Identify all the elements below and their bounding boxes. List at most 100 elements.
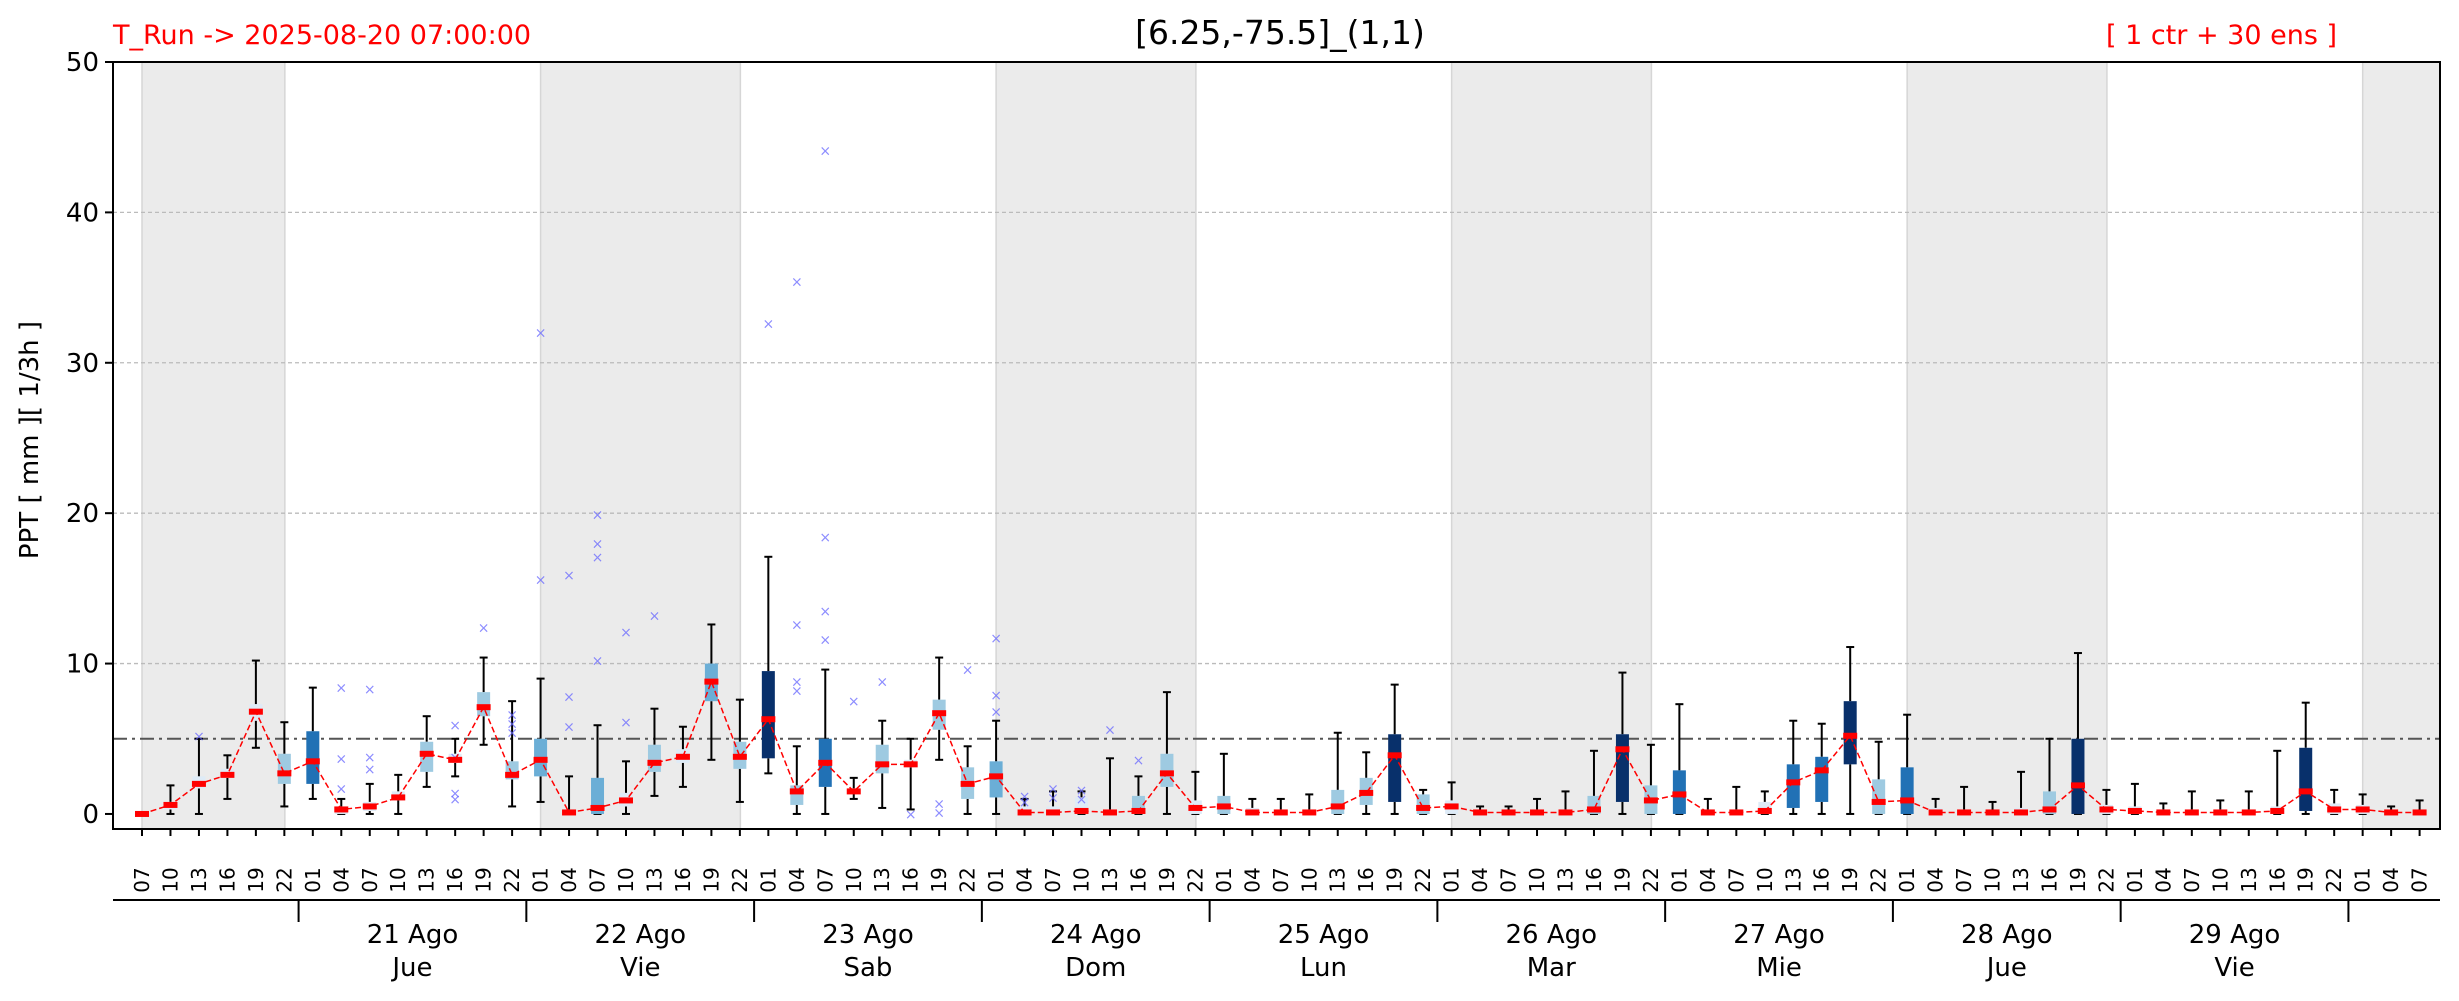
- hour-tick-label: 01: [1895, 867, 1919, 892]
- median-marker: [1586, 806, 1601, 813]
- hour-tick-label: 22: [1639, 867, 1663, 892]
- median-marker: [2384, 809, 2399, 816]
- outlier-marker: ×: [364, 750, 376, 766]
- hour-tick-label: 19: [927, 867, 951, 892]
- night-shade-band: [540, 62, 741, 829]
- median-marker: [2070, 782, 2085, 789]
- day-date-label: 23 Ago: [822, 920, 914, 950]
- ensemble-members-label: [ 1 ctr + 30 ens ]: [2105, 20, 2337, 51]
- day-date-label: 29 Ago: [2189, 920, 2281, 950]
- hour-tick-label: 04: [1924, 867, 1948, 892]
- median-marker: [1615, 746, 1630, 753]
- outlier-marker: ×: [848, 694, 860, 710]
- median-marker: [1017, 809, 1032, 816]
- hour-tick-label: 10: [842, 867, 866, 892]
- y-tick-label: 50: [66, 48, 99, 78]
- day-weekday-label: Mar: [1527, 953, 1576, 983]
- median-marker: [1643, 797, 1658, 804]
- hour-tick-label: 13: [1098, 867, 1122, 892]
- run-timestamp-label: T_Run -> 2025-08-20 07:00:00: [113, 20, 532, 51]
- hour-tick-label: 07: [1724, 867, 1748, 892]
- hour-tick-label: 16: [671, 867, 695, 892]
- median-marker: [846, 788, 861, 795]
- hour-tick-label: 01: [529, 867, 553, 892]
- median-marker: [533, 756, 548, 763]
- hour-tick-label: 22: [1411, 867, 1435, 892]
- day-weekday-label: Mie: [1756, 953, 1802, 983]
- median-marker: [789, 788, 804, 795]
- day-weekday-label: Sab: [844, 953, 893, 983]
- median-marker: [1330, 803, 1345, 810]
- hour-tick-label: 04: [1696, 867, 1720, 892]
- median-marker: [960, 780, 975, 787]
- median-marker: [1501, 809, 1516, 816]
- outlier-marker: ×: [791, 684, 803, 700]
- outlier-marker: ×: [649, 608, 661, 624]
- median-marker: [448, 756, 463, 763]
- hour-tick-label: 07: [2180, 867, 2204, 892]
- median-marker: [932, 710, 947, 717]
- y-tick-label: 0: [82, 800, 99, 830]
- median-marker: [1558, 809, 1573, 816]
- median-marker: [732, 753, 747, 760]
- hour-tick-label: 10: [614, 867, 638, 892]
- hour-tick-label: 07: [130, 867, 154, 892]
- day-date-label: 26 Ago: [1505, 920, 1597, 950]
- night-shade-band: [1451, 62, 1652, 829]
- hour-tick-label: 01: [2123, 867, 2147, 892]
- outlier-marker: ×: [791, 617, 803, 633]
- median-marker: [1928, 809, 1943, 816]
- median-marker: [761, 716, 776, 723]
- outlier-marker: ×: [1047, 790, 1059, 806]
- hour-tick-label: 04: [1468, 867, 1492, 892]
- box-iqr: [1843, 701, 1857, 765]
- chart-title: [6.25,-75.5]_(1,1): [1135, 13, 1425, 52]
- hour-tick-label: 10: [1525, 867, 1549, 892]
- outlier-marker: ×: [449, 718, 461, 734]
- outlier-marker: ×: [819, 144, 831, 160]
- median-marker: [2042, 806, 2057, 813]
- median-marker: [1245, 809, 1260, 816]
- hour-tick-label: 13: [1554, 867, 1578, 892]
- median-marker: [505, 771, 520, 778]
- median-marker: [362, 803, 377, 810]
- median-marker: [1700, 809, 1715, 816]
- outlier-marker: ×: [1019, 795, 1031, 811]
- median-trend-line: [141, 679, 2420, 815]
- outlier-marker: ×: [335, 781, 347, 797]
- median-marker: [1843, 732, 1858, 739]
- box-iqr: [591, 777, 605, 814]
- hour-tick-label: 07: [1497, 867, 1521, 892]
- outlier-marker: ×: [819, 633, 831, 649]
- hour-tick-label: 13: [642, 867, 666, 892]
- hour-tick-label: 22: [1183, 867, 1207, 892]
- hour-tick-label: 16: [215, 867, 239, 892]
- plot-frame: [112, 61, 2441, 830]
- median-marker: [1444, 803, 1459, 810]
- outlier-marker: ×: [506, 717, 518, 733]
- box-iqr: [1815, 756, 1829, 802]
- box-iqr: [1388, 734, 1402, 802]
- outlier-marker: ×: [335, 681, 347, 697]
- hour-tick-label: 10: [1981, 867, 2005, 892]
- outlier-marker: ×: [620, 625, 632, 641]
- hour-tick-label: 01: [756, 867, 780, 892]
- hour-tick-label: 04: [329, 867, 353, 892]
- y-tick-label: 20: [66, 499, 99, 529]
- box-iqr: [1615, 734, 1629, 802]
- median-marker: [191, 780, 206, 787]
- median-marker: [2014, 809, 2029, 816]
- hour-tick-label: 13: [1326, 867, 1350, 892]
- night-shade-band: [2362, 62, 2440, 829]
- box-iqr: [989, 761, 1003, 798]
- hour-tick-label: 01: [1667, 867, 1691, 892]
- outlier-marker: ×: [535, 572, 547, 588]
- night-shade-band: [141, 62, 285, 829]
- hour-tick-label: 04: [1013, 867, 1037, 892]
- outlier-marker: ×: [905, 807, 917, 823]
- median-marker: [818, 759, 833, 766]
- median-marker: [1416, 804, 1431, 811]
- hour-tick-label: 04: [785, 867, 809, 892]
- hour-tick-label: 19: [1610, 867, 1634, 892]
